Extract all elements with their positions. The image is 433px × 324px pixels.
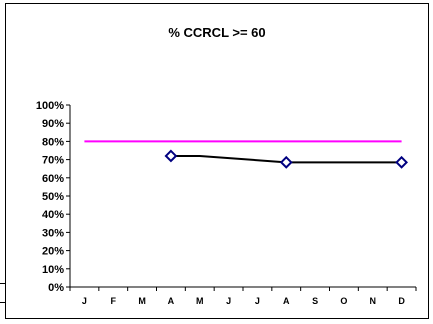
y-tick-label: 80%: [42, 136, 64, 148]
x-tick-label: A: [283, 296, 290, 306]
y-tick-label: 30%: [42, 227, 64, 239]
y-tick-label: 90%: [42, 118, 64, 130]
x-tick-label: D: [398, 296, 405, 306]
left-edge-line: [0, 302, 8, 303]
x-tick-label: J: [226, 296, 231, 306]
axes: [66, 104, 417, 291]
x-tick-label: O: [340, 296, 347, 306]
y-tick-label: 100%: [36, 100, 64, 112]
y-tick-labels: 0% 10% 20% 30% 40% 50% 60% 70% 80% 90% 100%: [36, 100, 64, 294]
x-tick-label: J: [82, 296, 87, 306]
y-tick-label: 70%: [42, 155, 64, 167]
y-tick-label: 10%: [42, 264, 64, 276]
x-tick-label: J: [255, 296, 260, 306]
series-layer: [84, 140, 408, 169]
x-tick-label: M: [138, 296, 146, 306]
y-tick-label: 20%: [42, 246, 64, 258]
x-tick-label: M: [196, 296, 204, 306]
data-point-marker: [395, 155, 408, 169]
y-tick-label: 60%: [42, 173, 64, 185]
series-line: [170, 154, 402, 164]
chart-title: % CCRCL >= 60: [168, 25, 265, 40]
x-tick-label: F: [111, 296, 117, 306]
data-point-marker: [279, 155, 293, 169]
x-tick-label: A: [168, 296, 175, 306]
y-tick-label: 50%: [42, 191, 64, 203]
x-tick-label: N: [370, 296, 377, 306]
data-point-marker: [164, 149, 178, 163]
y-tick-label: 40%: [42, 209, 64, 221]
left-edge-line: [0, 283, 8, 284]
chart-frame: [5, 3, 429, 319]
y-tick-label: 0%: [48, 282, 64, 294]
x-tick-label: S: [312, 296, 318, 306]
